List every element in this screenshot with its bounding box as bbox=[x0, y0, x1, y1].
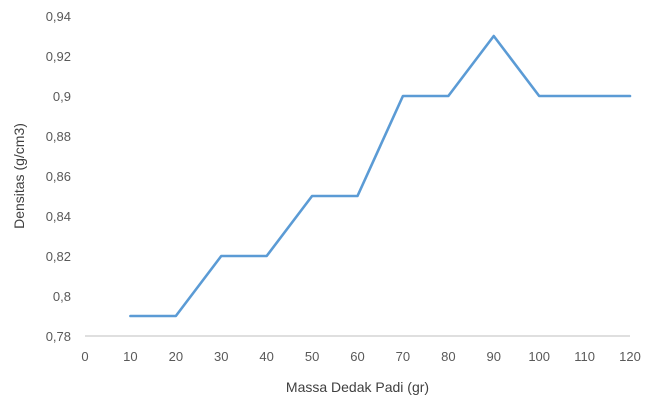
x-tick-label: 110 bbox=[574, 349, 595, 364]
y-tick-label: 0,88 bbox=[46, 129, 71, 144]
x-tick-label: 30 bbox=[214, 349, 228, 364]
y-tick-label: 0,84 bbox=[46, 209, 71, 224]
x-tick-label: 80 bbox=[441, 349, 455, 364]
y-tick-label: 0,8 bbox=[53, 289, 71, 304]
x-tick-label: 70 bbox=[396, 349, 410, 364]
y-tick-label: 0,82 bbox=[46, 249, 71, 264]
y-tick-label: 0,92 bbox=[46, 49, 71, 64]
series-layer bbox=[129, 34, 632, 318]
x-tick-label: 90 bbox=[487, 349, 501, 364]
y-tick-label: 0,94 bbox=[46, 9, 71, 24]
x-axis-title: Massa Dedak Padi (gr) bbox=[286, 379, 429, 395]
x-tick-label: 10 bbox=[123, 349, 137, 364]
x-tick-label: 50 bbox=[305, 349, 319, 364]
x-tick-label: 0 bbox=[81, 349, 88, 364]
x-tick-label: 100 bbox=[528, 349, 550, 364]
x-tick-label: 120 bbox=[619, 349, 641, 364]
y-tick-label: 0,78 bbox=[46, 329, 71, 344]
x-tick-label: 20 bbox=[169, 349, 183, 364]
x-tick-label: 60 bbox=[350, 349, 364, 364]
y-axis-tick-labels: 0,78 0,8 0,82 0,84 0,86 0,88 0,9 0,92 0,94 bbox=[46, 9, 71, 344]
x-axis-tick-labels: 0 10 20 30 40 50 60 70 80 90 100 110 120 bbox=[81, 349, 640, 364]
y-tick-label: 0,86 bbox=[46, 169, 71, 184]
y-tick-label: 0,9 bbox=[53, 89, 71, 104]
y-axis-title: Densitas (g/cm3) bbox=[11, 123, 27, 229]
x-tick-label: 40 bbox=[259, 349, 273, 364]
series-line bbox=[129, 34, 632, 318]
